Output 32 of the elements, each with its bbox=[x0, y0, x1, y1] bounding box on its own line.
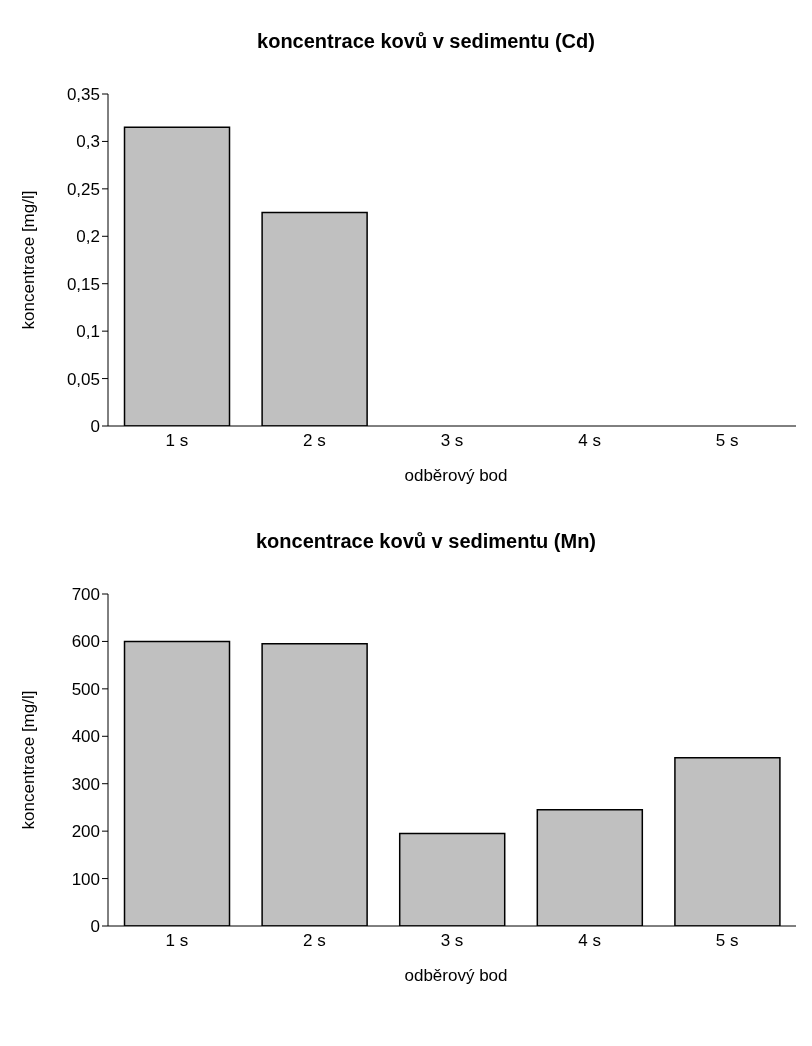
x-tick-label: 1 s bbox=[165, 931, 189, 951]
y-tick-label: 500 bbox=[71, 679, 100, 699]
x-tick-label: 3 s bbox=[440, 931, 464, 951]
x-tick-label: 1 s bbox=[165, 431, 189, 451]
chart-title: koncentrace kovů v sedimentu (Mn) bbox=[254, 529, 598, 554]
x-axis-title: odběrový bod bbox=[403, 466, 509, 486]
y-tick-label: 0,2 bbox=[76, 227, 100, 247]
y-tick-label: 0,1 bbox=[76, 322, 100, 342]
y-tick-label: 0,25 bbox=[66, 179, 100, 199]
x-tick-label: 2 s bbox=[303, 431, 326, 451]
y-tick-label: 0 bbox=[90, 417, 100, 437]
x-tick-label: 5 s bbox=[715, 931, 739, 951]
y-tick-label: 0,15 bbox=[66, 274, 100, 294]
x-axis-title: odběrový bod bbox=[403, 966, 509, 986]
x-tick-label: 4 s bbox=[578, 931, 601, 951]
y-tick-label: 0,05 bbox=[66, 369, 100, 389]
x-tick-label: 3 s bbox=[440, 431, 464, 451]
y-tick-label: 0,3 bbox=[76, 132, 100, 152]
y-tick-label: 300 bbox=[71, 774, 100, 794]
chart-title: koncentrace kovů v sedimentu (Cd) bbox=[256, 29, 596, 54]
y-tick-label: 0,35 bbox=[66, 85, 100, 105]
y-tick-label: 400 bbox=[71, 727, 100, 747]
y-axis-title: koncentrace [mg/l] bbox=[19, 190, 39, 330]
x-tick-label: 2 s bbox=[303, 931, 326, 951]
y-tick-label: 100 bbox=[71, 869, 100, 889]
x-tick-label: 4 s bbox=[578, 431, 601, 451]
y-tick-label: 600 bbox=[71, 632, 100, 652]
y-tick-label: 700 bbox=[71, 585, 100, 605]
y-tick-label: 200 bbox=[71, 822, 100, 842]
y-tick-label: 0 bbox=[90, 917, 100, 937]
y-axis-title: koncentrace [mg/l] bbox=[19, 690, 39, 830]
x-tick-label: 5 s bbox=[715, 431, 739, 451]
